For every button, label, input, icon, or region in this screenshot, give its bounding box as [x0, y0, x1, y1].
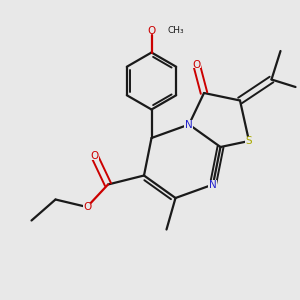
- Text: O: O: [147, 26, 156, 37]
- Text: N: N: [185, 119, 193, 130]
- Text: O: O: [90, 151, 99, 161]
- Text: N: N: [209, 179, 217, 190]
- Bar: [90, 152, 99, 160]
- Text: S: S: [246, 136, 252, 146]
- Bar: [208, 180, 217, 189]
- Bar: [192, 61, 201, 68]
- Bar: [83, 203, 91, 211]
- Text: CH₃: CH₃: [167, 26, 184, 35]
- Bar: [245, 137, 253, 145]
- Text: O: O: [83, 202, 91, 212]
- Text: O: O: [192, 59, 201, 70]
- Bar: [184, 120, 194, 129]
